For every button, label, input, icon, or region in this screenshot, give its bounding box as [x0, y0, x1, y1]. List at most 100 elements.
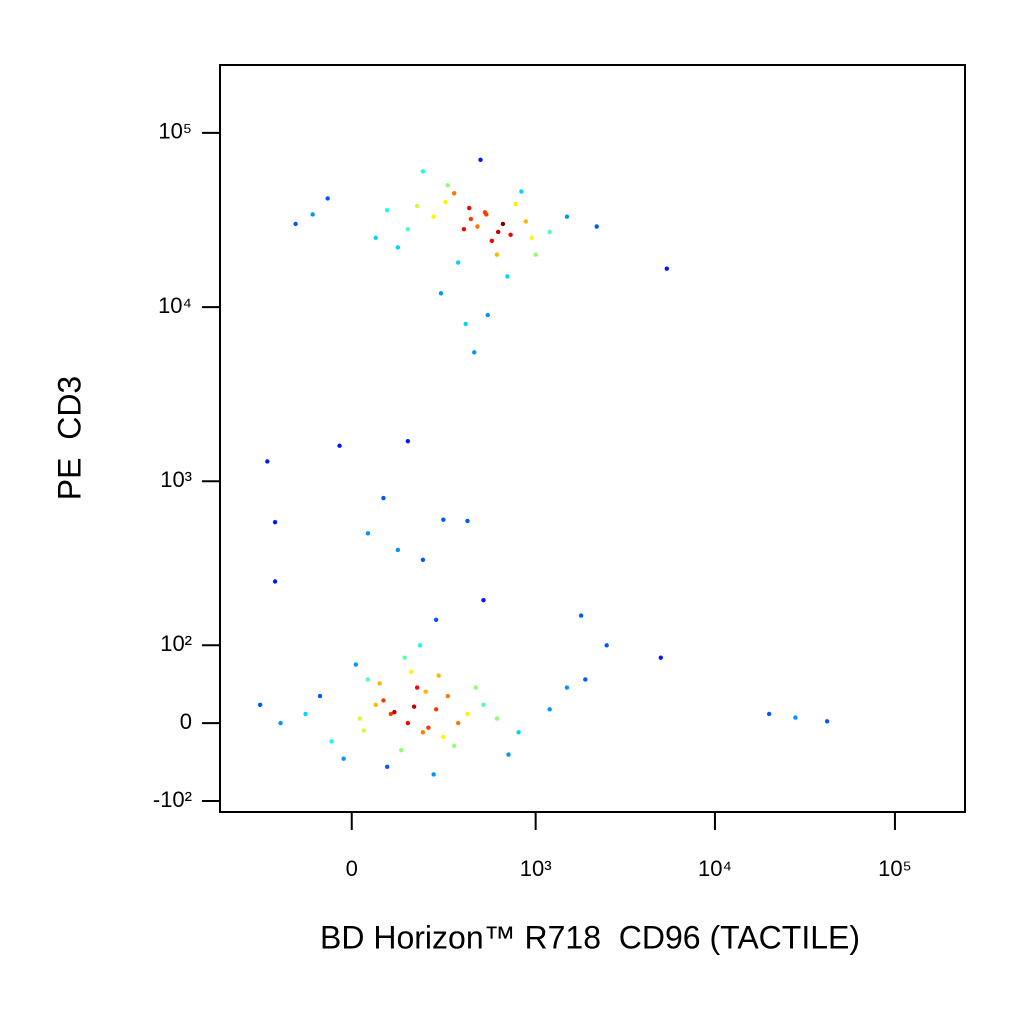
y-tick-label: 0 [180, 709, 192, 734]
event-dot [341, 756, 346, 761]
event-dot [451, 743, 457, 749]
event-dot [463, 321, 468, 327]
x-tick-label: 0 [346, 856, 358, 881]
event-dot [494, 716, 500, 721]
y-tick-label: 10⁵ [158, 119, 192, 144]
event-dot [519, 189, 524, 194]
event-dot [373, 702, 378, 708]
event-dot [443, 199, 448, 205]
event-dot [433, 707, 439, 712]
event-dot [420, 169, 426, 174]
event-dot [441, 734, 446, 740]
event-dot [265, 459, 270, 464]
event-dot [361, 728, 367, 733]
event-dot [405, 226, 411, 232]
x-tick-label: 10³ [520, 856, 552, 881]
event-dot [395, 547, 401, 553]
event-dot [436, 673, 441, 678]
event-dot [604, 643, 609, 648]
event-dot [513, 201, 518, 207]
event-dot [547, 707, 552, 712]
event-dot [399, 748, 404, 753]
event-dot [293, 221, 298, 227]
event-dot [468, 216, 474, 222]
event-dot [594, 224, 599, 229]
event-dot [505, 274, 510, 279]
event-dot [824, 719, 830, 724]
event-dot [583, 677, 588, 682]
event-dot [441, 517, 446, 522]
event-dot [485, 312, 490, 318]
event-dot [433, 617, 439, 623]
y-tick-label: 10² [160, 631, 192, 656]
event-dot [431, 214, 436, 219]
event-dot [408, 669, 414, 674]
event-dot [533, 252, 538, 257]
event-dot [467, 205, 472, 211]
event-dot [438, 291, 444, 296]
event-dot [547, 229, 552, 235]
event-dot [495, 229, 501, 235]
event-dot [423, 689, 428, 694]
event-dot [310, 212, 315, 217]
event-dot [793, 715, 798, 720]
event-dot [455, 720, 461, 726]
x-axis-label: BD Horizon™ R718 CD96 (TACTILE) [320, 919, 860, 955]
event-dot [272, 579, 278, 584]
event-dot [384, 207, 390, 213]
event-dot [484, 212, 489, 217]
event-dot [329, 739, 334, 744]
event-dot [455, 260, 461, 265]
event-dot [664, 266, 669, 271]
event-dot [414, 203, 420, 209]
y-tick-label: -10² [153, 787, 192, 812]
x-tick-label: 10⁴ [698, 856, 732, 881]
event-dot [414, 685, 420, 690]
event-dot [473, 685, 479, 690]
event-dot [465, 711, 470, 717]
event-dot [278, 720, 283, 726]
event-dot [481, 702, 486, 708]
event-dot [489, 238, 495, 244]
event-dot [395, 245, 401, 250]
event-dot [388, 711, 394, 717]
event-dot [384, 764, 390, 770]
event-dot [365, 531, 371, 536]
event-dot [529, 235, 534, 240]
event-dot [445, 693, 451, 699]
event-dot [325, 196, 330, 201]
y-tick-label: 10³ [160, 467, 192, 492]
event-dot [417, 643, 423, 648]
event-dot [500, 221, 506, 227]
event-dot [578, 613, 584, 618]
event-dot [658, 655, 663, 660]
event-dot [381, 698, 386, 703]
event-dot [451, 191, 457, 196]
event-dot [405, 438, 411, 444]
event-dot [381, 495, 386, 501]
event-dot [272, 520, 278, 525]
event-dot [494, 252, 500, 257]
event-dot [461, 226, 467, 232]
event-dot [523, 219, 529, 224]
event-dot [564, 685, 570, 690]
plot-frame [219, 64, 966, 813]
event-dot [402, 655, 407, 660]
event-dot [508, 232, 513, 237]
event-dot [411, 704, 417, 709]
y-axis-label: PE CD3 [51, 376, 87, 500]
event-dot [445, 183, 451, 188]
event-dot [481, 597, 486, 603]
event-dot [465, 518, 470, 524]
event-dot [353, 662, 359, 667]
event-dot [472, 350, 477, 355]
event-dot [564, 214, 570, 219]
event-dot [478, 157, 483, 163]
event-dot [377, 681, 382, 686]
event-dot [431, 772, 436, 777]
event-dot [392, 709, 397, 715]
x-tick-label: 10⁵ [878, 856, 912, 881]
event-dot [475, 224, 480, 229]
event-dot [506, 752, 511, 757]
